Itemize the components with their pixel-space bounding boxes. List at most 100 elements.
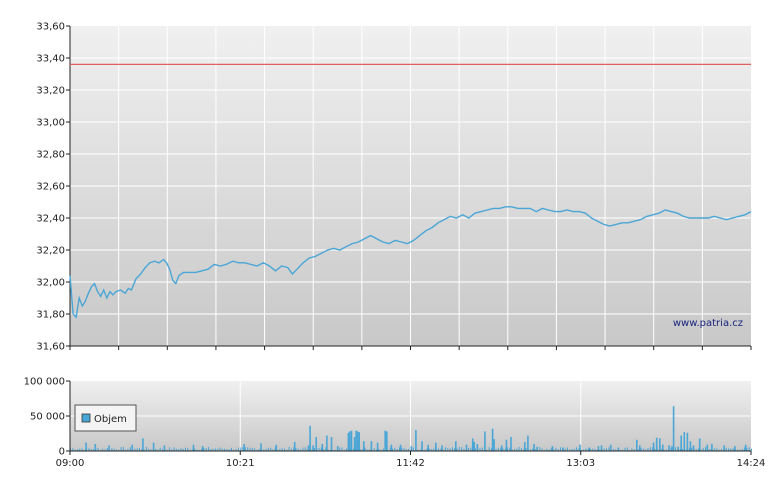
volume-bar: [79, 448, 81, 451]
volume-bar: [148, 448, 150, 451]
price-y-tick-label: 32,40: [36, 214, 65, 225]
volume-bar: [120, 447, 122, 451]
volume-bar: [384, 430, 386, 451]
volume-bar: [709, 449, 711, 451]
volume-bar: [217, 448, 219, 451]
volume-bar: [573, 448, 575, 451]
volume-bar: [415, 430, 417, 451]
volume-bar: [689, 441, 692, 451]
volume-bar: [330, 437, 333, 451]
volume-bar: [175, 448, 177, 451]
volume-bar: [555, 447, 557, 451]
volume-bar: [433, 448, 435, 451]
volume-bar: [102, 448, 104, 451]
volume-bar: [714, 448, 716, 451]
volume-bar: [116, 449, 117, 451]
volume-bar: [665, 449, 667, 451]
volume-bar: [302, 447, 304, 451]
volume-bar: [683, 432, 686, 451]
volume-bar: [751, 448, 752, 451]
volume-bar: [378, 448, 380, 451]
volume-bar: [675, 447, 677, 451]
volume-bar: [435, 442, 437, 451]
volume-bar: [142, 438, 144, 451]
volume-bar: [677, 446, 679, 451]
volume-bar: [652, 447, 654, 451]
volume-bar: [633, 449, 635, 451]
volume-bar: [258, 449, 260, 451]
volume-bar: [318, 448, 320, 451]
volume-bar: [182, 448, 184, 451]
volume-bar: [386, 431, 388, 451]
volume-bar: [129, 447, 131, 451]
volume-bar: [649, 447, 651, 451]
volume-bar: [131, 444, 133, 451]
volume-bar: [304, 447, 306, 451]
volume-bar: [599, 449, 601, 451]
volume-bar: [166, 449, 168, 451]
volume-bar: [571, 449, 573, 451]
volume-bar: [732, 448, 734, 451]
volume-bar: [111, 448, 113, 451]
volume-bar: [295, 448, 297, 451]
volume-bar: [198, 449, 200, 451]
volume-bar: [270, 447, 272, 451]
volume-bar: [247, 447, 249, 451]
volume-bar: [617, 447, 620, 451]
volume-bar: [533, 444, 535, 451]
volume-bar: [682, 449, 683, 451]
volume-bar: [263, 449, 265, 451]
volume-bar: [500, 447, 502, 451]
x-tick-label: 10:21: [226, 458, 255, 469]
volume-bar: [168, 447, 170, 451]
volume-bar: [155, 449, 157, 451]
volume-bar: [281, 448, 283, 451]
volume-bar: [608, 447, 610, 451]
volume-bar: [201, 446, 204, 451]
volume-bar: [392, 448, 394, 451]
volume-bar: [279, 448, 281, 451]
volume-bar: [370, 441, 373, 451]
volume-bar: [654, 448, 656, 451]
volume-bar: [224, 448, 226, 451]
volume-bar: [473, 441, 475, 451]
volume-bar: [214, 448, 216, 451]
legend-label: Objem: [94, 414, 127, 425]
volume-bar: [353, 437, 356, 451]
volume-y-tick-label: 0: [59, 447, 65, 458]
volume-panel: 100 000 50 000 0 09:00 10:21 11:42 13:03 14:24…: [24, 377, 766, 470]
volume-bar: [734, 446, 736, 451]
volume-bar: [588, 447, 590, 451]
volume-bars: [70, 406, 752, 451]
volume-bar: [647, 448, 649, 451]
volume-bar: [321, 444, 324, 451]
volume-bar: [189, 449, 191, 451]
volume-bar: [315, 437, 317, 451]
volume-bar: [162, 448, 163, 451]
volume-bar: [548, 449, 550, 451]
volume-bar: [290, 448, 292, 451]
volume-bar: [343, 449, 345, 451]
volume-bar: [394, 447, 396, 451]
volume-bar: [520, 448, 522, 451]
price-x-tick-marks: [69, 346, 752, 350]
volume-bar: [645, 449, 647, 451]
volume-bar: [723, 445, 725, 451]
volume-bar: [523, 449, 525, 451]
volume-bar: [380, 449, 382, 451]
volume-bar: [600, 445, 603, 451]
volume-bar: [560, 447, 561, 451]
volume-bar: [728, 448, 729, 451]
volume-bar: [716, 448, 718, 451]
x-tick-label: 11:42: [396, 458, 425, 469]
volume-bar: [410, 446, 413, 451]
volume-bar: [640, 447, 642, 451]
volume-bar: [327, 449, 329, 451]
volume-bar: [510, 437, 512, 451]
volume-bar: [550, 448, 552, 451]
volume-bar: [613, 448, 614, 451]
volume-bar: [210, 449, 212, 451]
price-y-tick-label: 33,60: [36, 22, 65, 33]
volume-bar: [626, 447, 628, 451]
volume-bar: [615, 449, 617, 451]
